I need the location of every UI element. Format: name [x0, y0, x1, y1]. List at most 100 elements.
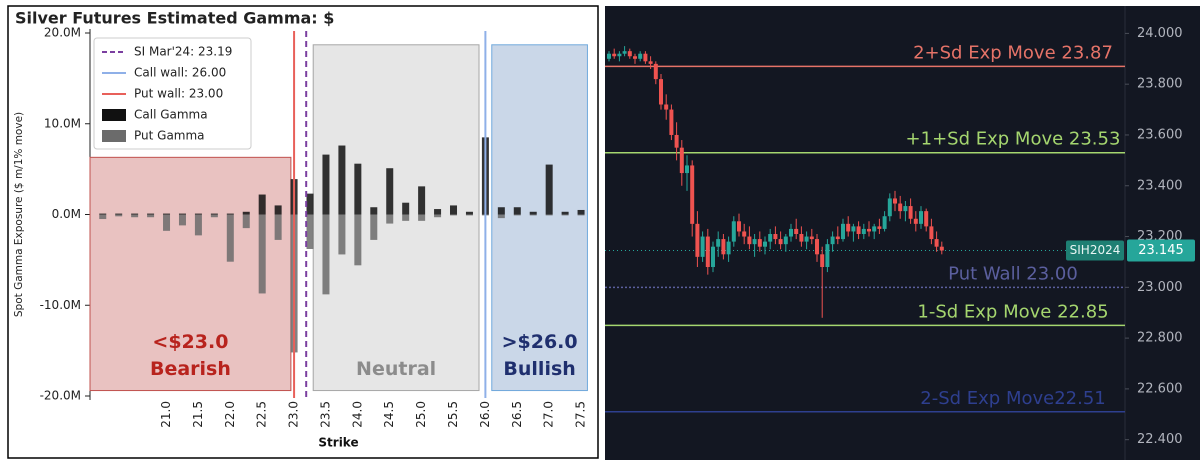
candle-body — [643, 53, 648, 62]
right-panel — [605, 6, 1200, 460]
candle-body — [757, 239, 762, 247]
candle-body — [768, 234, 773, 242]
candle-body — [648, 61, 653, 64]
bar — [497, 214, 505, 219]
legend-label: Call Gamma — [134, 108, 208, 122]
candle-body — [752, 239, 757, 245]
bar — [147, 214, 155, 218]
y-tick-label: -10.0M — [40, 298, 81, 312]
region-label: <$23.0 — [152, 331, 228, 353]
candle-body — [799, 234, 804, 242]
bar — [131, 213, 139, 215]
reference-label: 1-Sd Exp Move 22.85 — [917, 301, 1108, 322]
candle-body — [820, 254, 825, 268]
candle-body — [877, 226, 882, 229]
bar — [561, 214, 569, 216]
candle-body — [726, 241, 731, 255]
y-tick-label: 20.0M — [44, 26, 81, 40]
bar — [131, 214, 139, 218]
x-tick-label: 22.5 — [255, 401, 269, 428]
legend-box — [93, 37, 252, 150]
candle-body — [773, 234, 778, 240]
y-tick-label: 23.000 — [1137, 280, 1183, 295]
x-tick-label: 23.0 — [287, 401, 301, 428]
y-tick-label: 0.0M — [52, 207, 81, 221]
candle-body — [934, 239, 939, 247]
candle-body — [825, 244, 830, 268]
region-sublabel: Bearish — [150, 358, 231, 380]
bar — [434, 214, 442, 218]
y-tick-label: 24.000 — [1137, 26, 1183, 41]
bar — [465, 214, 473, 216]
region — [312, 44, 480, 392]
bar — [306, 214, 314, 249]
bar — [418, 186, 426, 215]
bar — [242, 211, 250, 215]
bar — [210, 214, 218, 218]
candle-body — [633, 56, 637, 59]
candle-body — [794, 228, 799, 234]
bar — [402, 202, 410, 215]
candle-body — [674, 134, 679, 148]
candle-body — [882, 216, 887, 229]
bar — [513, 207, 521, 215]
bar — [545, 214, 553, 216]
candle-body — [617, 53, 622, 57]
candle-body — [939, 246, 944, 251]
candle-body — [747, 236, 752, 245]
candle-body — [815, 239, 819, 255]
candle-body — [716, 239, 721, 247]
x-axis-label: Strike — [318, 436, 358, 450]
bar — [194, 214, 202, 236]
region — [491, 44, 588, 392]
bar — [99, 213, 107, 215]
bar — [497, 207, 505, 215]
candle-body — [659, 79, 663, 105]
bar — [561, 211, 569, 215]
x-tick-label: 27.0 — [542, 401, 556, 428]
last-price-tag — [1066, 240, 1124, 261]
bar — [322, 154, 330, 215]
x-tick-label: 25.0 — [414, 401, 428, 428]
bar — [178, 214, 186, 226]
candle-body — [638, 53, 643, 59]
region-label: Neutral — [356, 358, 436, 380]
candle-body — [705, 236, 710, 268]
bar — [258, 194, 266, 215]
candle-body — [664, 104, 669, 110]
candle-body — [731, 221, 736, 242]
reference-label: 2-Sd Exp Move22.51 — [920, 388, 1106, 409]
bar — [402, 214, 410, 221]
reference-label: +1+Sd Exp Move 23.53 — [906, 129, 1121, 150]
bar — [178, 213, 186, 215]
x-tick-label: 22.0 — [223, 401, 237, 428]
candle-body — [841, 223, 845, 240]
y-tick-label: 23.600 — [1137, 127, 1183, 142]
candle-body — [846, 223, 851, 232]
chart-title: Silver Futures Estimated Gamma: $ — [15, 9, 334, 28]
y-tick-label: 22.800 — [1137, 331, 1183, 346]
bar — [545, 164, 553, 215]
candle-body — [887, 198, 892, 217]
legend-label: SI Mar'24: 23.19 — [134, 45, 232, 59]
bar — [99, 214, 107, 220]
candle-body — [690, 165, 695, 224]
candle-body — [695, 223, 700, 257]
bar — [258, 214, 266, 294]
candle-body — [763, 241, 767, 247]
bar — [322, 214, 330, 295]
bar — [386, 168, 394, 215]
x-tick-label: 25.5 — [446, 401, 460, 428]
bar — [386, 214, 394, 224]
y-tick-label: 23.400 — [1137, 178, 1183, 193]
bar — [274, 205, 282, 215]
bar — [226, 214, 234, 262]
bar — [115, 213, 123, 215]
bar — [434, 209, 442, 215]
last-price-name: SIH2024 — [1070, 243, 1121, 257]
candle-body — [778, 239, 783, 245]
candle-body — [685, 165, 689, 174]
bar — [115, 214, 123, 217]
